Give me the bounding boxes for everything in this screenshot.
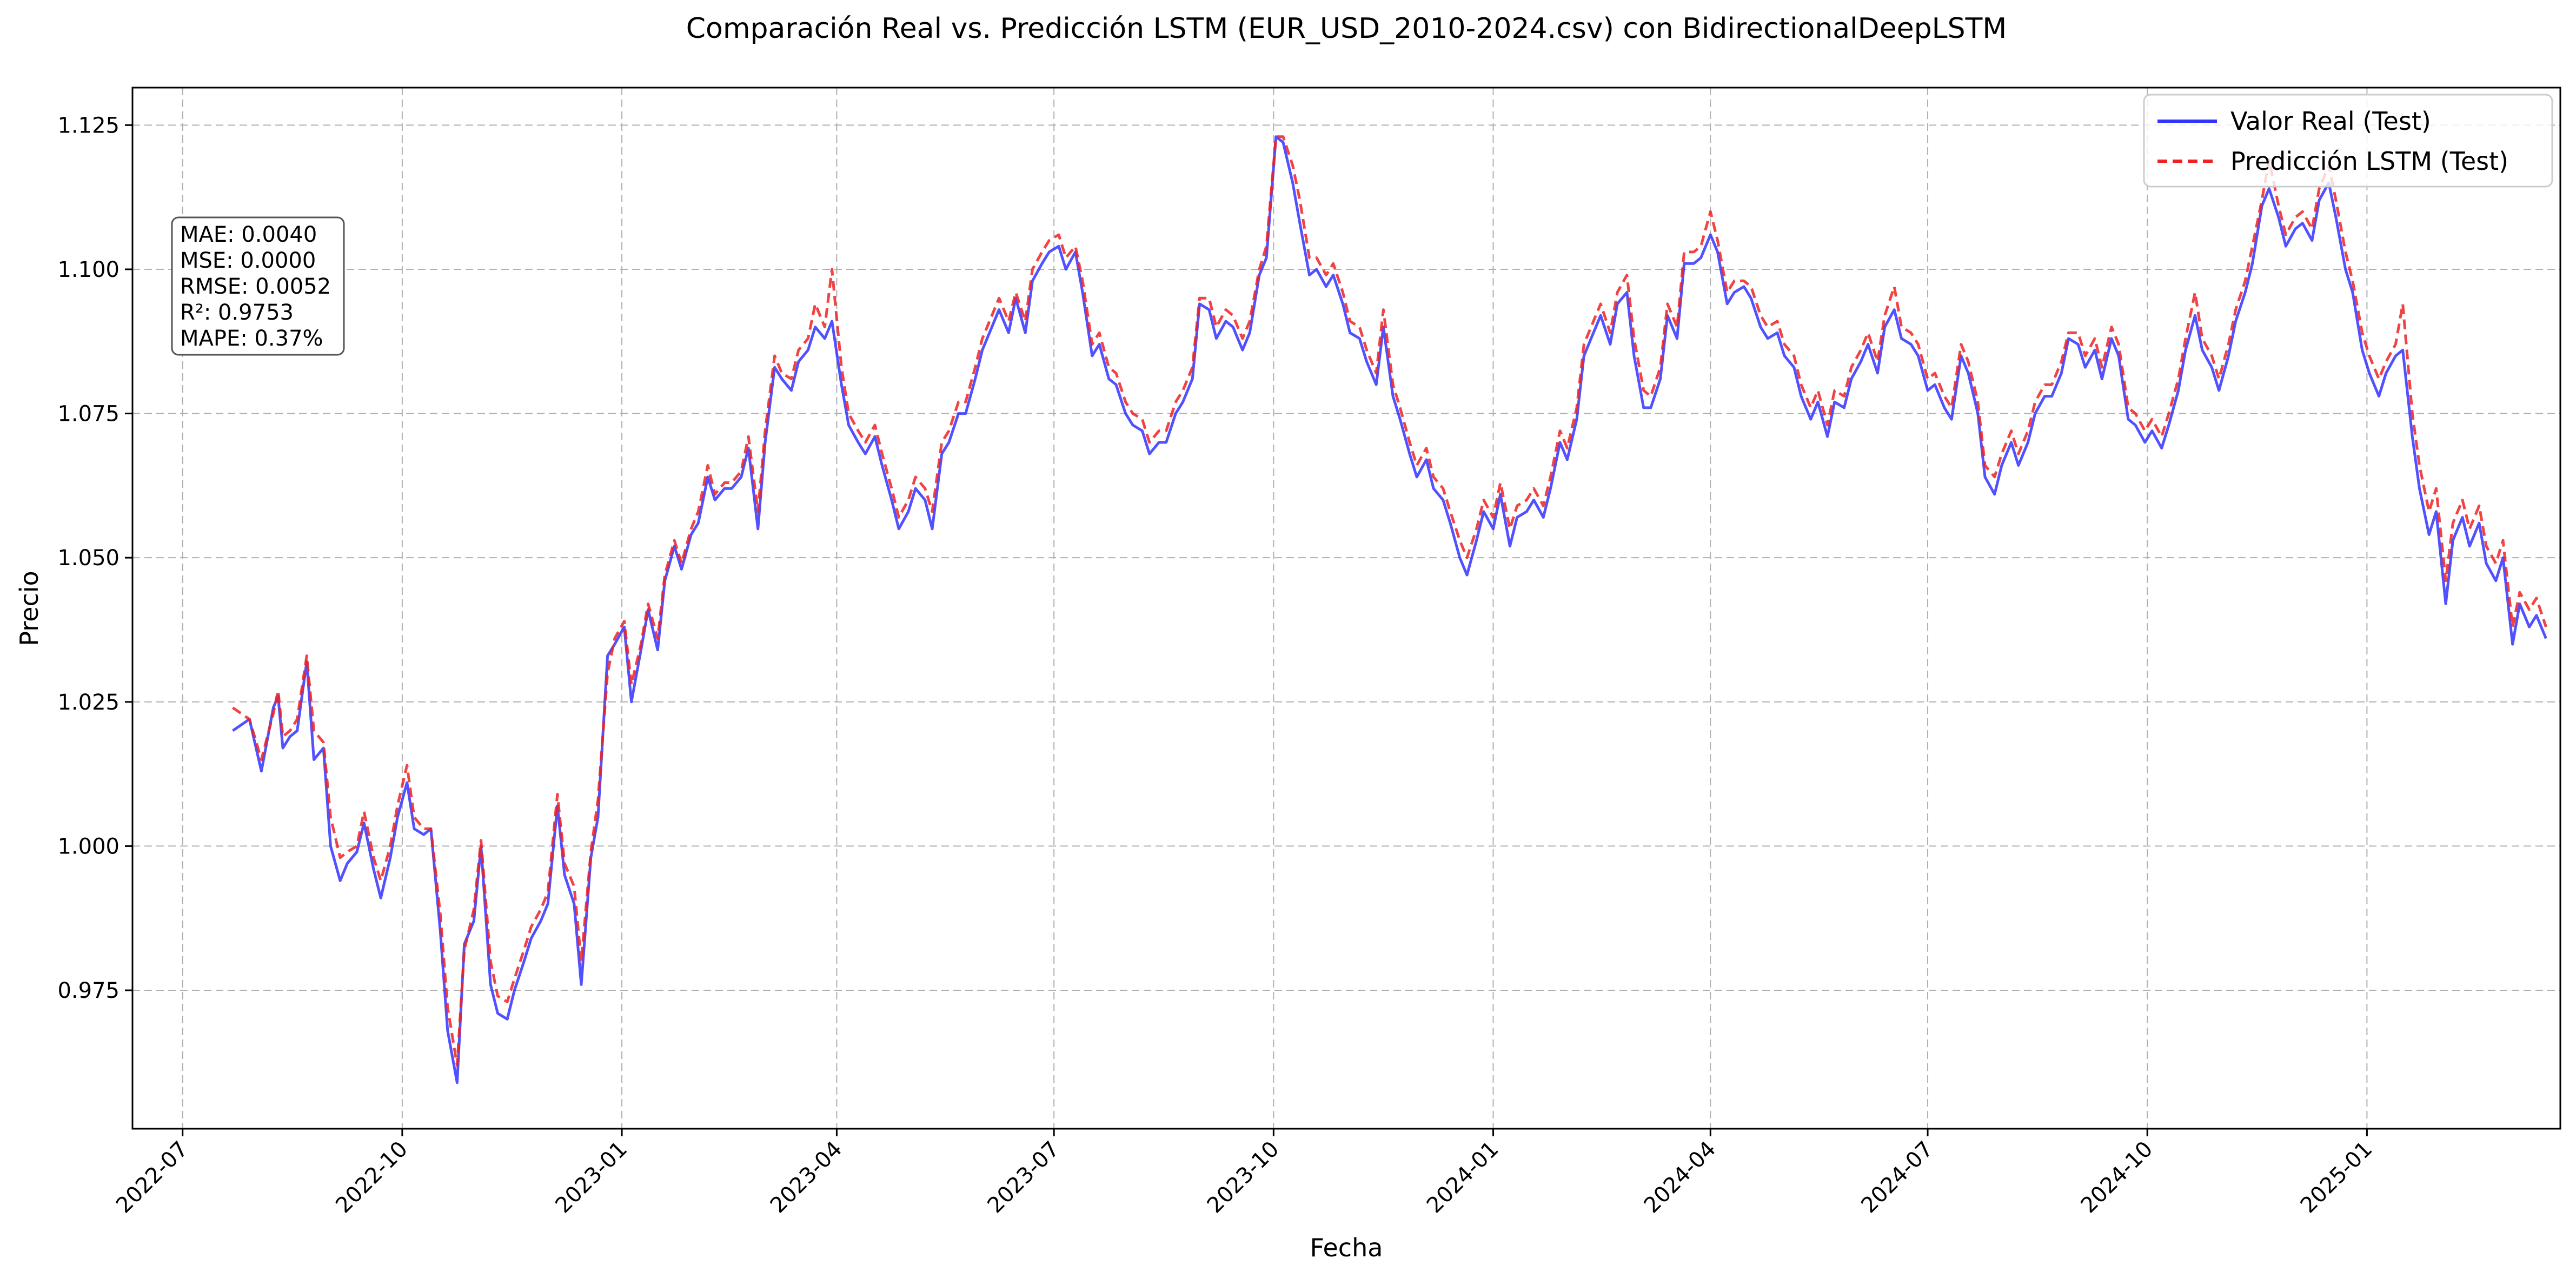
y-tick-label: 0.975 — [57, 978, 119, 1003]
metric-line: MAE: 0.0040 — [180, 222, 317, 247]
metric-line: MAPE: 0.37% — [180, 326, 323, 351]
metric-line: R²: 0.9753 — [180, 300, 294, 325]
legend: Valor Real (Test) Predicción LSTM (Test) — [2143, 94, 2553, 188]
chart-title: Comparación Real vs. Predicción LSTM (EU… — [686, 12, 2007, 45]
series-layer — [231, 135, 2547, 1084]
y-tick-label: 1.125 — [57, 113, 119, 138]
legend-label-real: Valor Real (Test) — [2230, 107, 2431, 136]
y-tick-label: 1.050 — [57, 546, 119, 571]
x-axis-label: Fecha — [1310, 1233, 1383, 1262]
y-tick-label: 1.100 — [57, 257, 119, 282]
y-axis-label: Precio — [15, 571, 44, 646]
legend-frame — [2143, 94, 2553, 188]
legend-label-prediction: Predicción LSTM (Test) — [2230, 147, 2508, 176]
metrics-box-frame — [171, 216, 345, 356]
series-line-prediction — [231, 135, 2547, 1067]
plot-frame — [131, 87, 2561, 1130]
series-line-real — [231, 135, 2547, 1084]
y-tick-label: 1.000 — [57, 834, 119, 859]
y-axis: 0.975 1.000 1.025 1.050 1.075 1.100 1.125 — [57, 113, 132, 1003]
metric-line: RMSE: 0.0052 — [180, 274, 331, 299]
grid — [132, 88, 2560, 1129]
metric-line: MSE: 0.0000 — [180, 248, 316, 273]
y-tick-label: 1.075 — [57, 402, 119, 427]
y-tick-label: 1.025 — [57, 690, 119, 715]
